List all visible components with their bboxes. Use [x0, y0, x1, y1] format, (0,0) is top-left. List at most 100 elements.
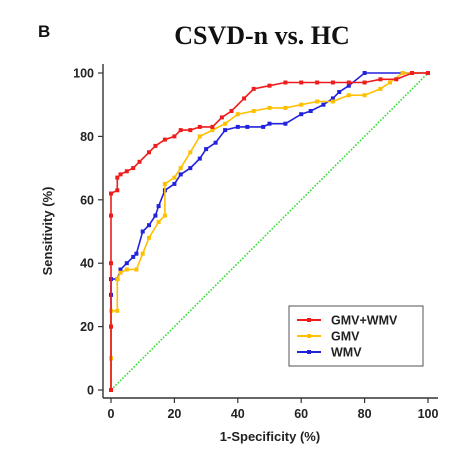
data-point-gmv-wmv: [178, 128, 183, 133]
series-gmv-wmv: [109, 71, 430, 392]
panel-label: B: [38, 22, 50, 41]
data-point-wmv: [308, 109, 313, 113]
data-point-gmv: [115, 277, 120, 282]
data-point-gmv: [400, 71, 405, 75]
y-tick-label: 80: [80, 130, 94, 144]
data-point-gmv-wmv: [147, 150, 151, 155]
data-point-wmv: [134, 251, 139, 256]
data-point-gmv-wmv: [410, 71, 415, 75]
legend-marker-wmv: [307, 350, 311, 354]
data-point-gmv: [388, 80, 392, 85]
data-point-gmv-wmv: [315, 80, 320, 85]
y-tick-label: 40: [80, 257, 94, 271]
data-point-gmv: [315, 99, 320, 104]
x-tick-label: 80: [358, 407, 372, 421]
data-point-wmv: [156, 204, 161, 209]
data-point-gmv: [172, 175, 177, 180]
data-point-gmv-wmv: [299, 80, 304, 85]
data-point-gmv: [378, 86, 383, 91]
data-point-gmv-wmv: [426, 71, 430, 75]
data-point-gmv-wmv: [378, 77, 383, 82]
data-point-gmv: [283, 105, 288, 110]
data-point-wmv: [197, 156, 202, 161]
roc-curves: [109, 71, 430, 392]
legend-label-gmv: GMV: [331, 330, 360, 344]
data-point-gmv-wmv: [394, 77, 399, 82]
data-point-gmv-wmv: [229, 109, 234, 113]
data-point-wmv: [131, 254, 136, 259]
data-point-gmv-wmv: [162, 137, 167, 142]
data-point-gmv-wmv: [124, 169, 129, 174]
data-point-gmv: [178, 166, 183, 171]
y-tick-label: 100: [73, 67, 94, 81]
x-tick-label: 20: [167, 407, 181, 421]
data-point-gmv: [346, 93, 351, 98]
data-point-gmv: [330, 99, 335, 104]
data-point-wmv: [124, 261, 129, 266]
x-tick-label: 0: [108, 407, 115, 421]
data-point-gmv: [362, 93, 367, 98]
data-point-gmv-wmv: [115, 188, 120, 193]
data-point-gmv-wmv: [283, 80, 288, 85]
legend: GMV+WMV GMV WMV: [288, 305, 424, 367]
data-point-gmv-wmv: [109, 388, 113, 392]
data-point-gmv-wmv: [362, 80, 367, 85]
legend-marker-gmv-wmv: [307, 318, 311, 322]
reference-diagonal-line: [110, 72, 429, 391]
data-point-wmv: [118, 267, 123, 272]
data-point-wmv: [178, 172, 183, 177]
data-point-gmv: [115, 308, 120, 313]
data-point-gmv: [188, 150, 193, 155]
data-point-gmv-wmv: [210, 124, 215, 129]
series-line-gmv-wmv: [110, 72, 428, 390]
data-point-wmv: [299, 112, 304, 117]
data-point-gmv: [162, 213, 167, 218]
data-point-gmv-wmv: [109, 324, 113, 329]
data-point-gmv-wmv: [251, 86, 256, 91]
data-point-gmv-wmv: [118, 172, 123, 177]
data-point-gmv: [223, 121, 228, 126]
x-tick-label: 60: [294, 407, 308, 421]
data-point-wmv: [223, 128, 228, 133]
data-point-gmv-wmv: [115, 175, 120, 180]
plot-area: 0 20 40 60 80 100 0 20 40 60 80 100: [73, 64, 438, 421]
data-point-gmv-wmv: [153, 143, 158, 148]
data-point-gmv: [267, 105, 272, 110]
data-point-wmv: [235, 124, 240, 129]
data-point-gmv-wmv: [219, 115, 224, 120]
data-point-gmv-wmv: [131, 166, 136, 171]
x-tick-label: 100: [418, 407, 439, 421]
data-point-wmv: [362, 71, 367, 75]
data-point-gmv-wmv: [330, 80, 335, 85]
data-point-wmv: [267, 121, 272, 126]
data-point-gmv: [140, 251, 145, 256]
x-axis-label: 1-Specificity (%): [220, 429, 320, 444]
data-point-gmv-wmv: [242, 96, 247, 101]
data-point-gmv: [210, 128, 215, 133]
data-point-wmv: [188, 166, 193, 171]
data-point-wmv: [213, 140, 218, 145]
data-point-gmv: [299, 102, 304, 107]
data-point-gmv-wmv: [346, 80, 351, 85]
legend-label-wmv: WMV: [331, 346, 362, 360]
axis-ticks: 0 20 40 60 80 100 0 20 40 60 80 100: [73, 67, 438, 422]
legend-label-gmv-wmv: GMV+WMV: [331, 314, 398, 328]
legend-marker-gmv: [307, 334, 311, 338]
chart-title: CSVD-n vs. HC: [174, 21, 350, 50]
data-point-gmv-wmv: [188, 128, 193, 133]
data-point-wmv: [321, 102, 326, 107]
data-point-wmv: [337, 90, 342, 94]
data-point-gmv-wmv: [137, 159, 142, 164]
y-tick-label: 20: [80, 320, 94, 334]
data-point-gmv-wmv: [109, 213, 113, 218]
data-point-wmv: [147, 223, 151, 228]
data-point-gmv: [118, 270, 123, 275]
data-point-gmv-wmv: [109, 191, 113, 196]
data-point-wmv: [140, 229, 145, 234]
data-point-gmv-wmv: [267, 83, 272, 88]
data-point-gmv: [251, 109, 256, 113]
data-point-gmv: [197, 134, 202, 139]
data-point-gmv-wmv: [109, 261, 113, 266]
data-point-wmv: [261, 124, 266, 129]
data-point-wmv: [330, 96, 335, 101]
